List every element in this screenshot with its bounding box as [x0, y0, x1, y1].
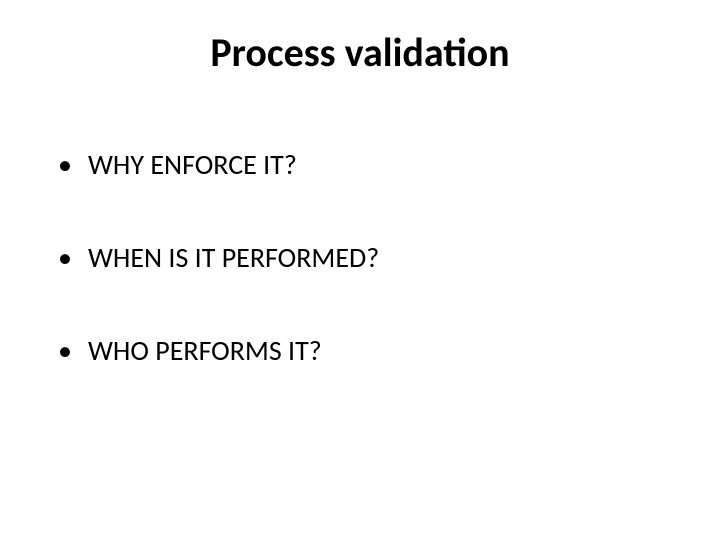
bullet-item: WHEN IS IT PERFORMED? [58, 240, 680, 275]
bullet-item: WHO PERFORMS IT? [58, 333, 680, 368]
bullet-list: WHY ENFORCE IT? WHEN IS IT PERFORMED? WH… [40, 147, 680, 368]
slide-title: Process validation [40, 28, 680, 77]
bullet-item: WHY ENFORCE IT? [58, 147, 680, 182]
slide-container: Process validation WHY ENFORCE IT? WHEN … [0, 0, 720, 540]
